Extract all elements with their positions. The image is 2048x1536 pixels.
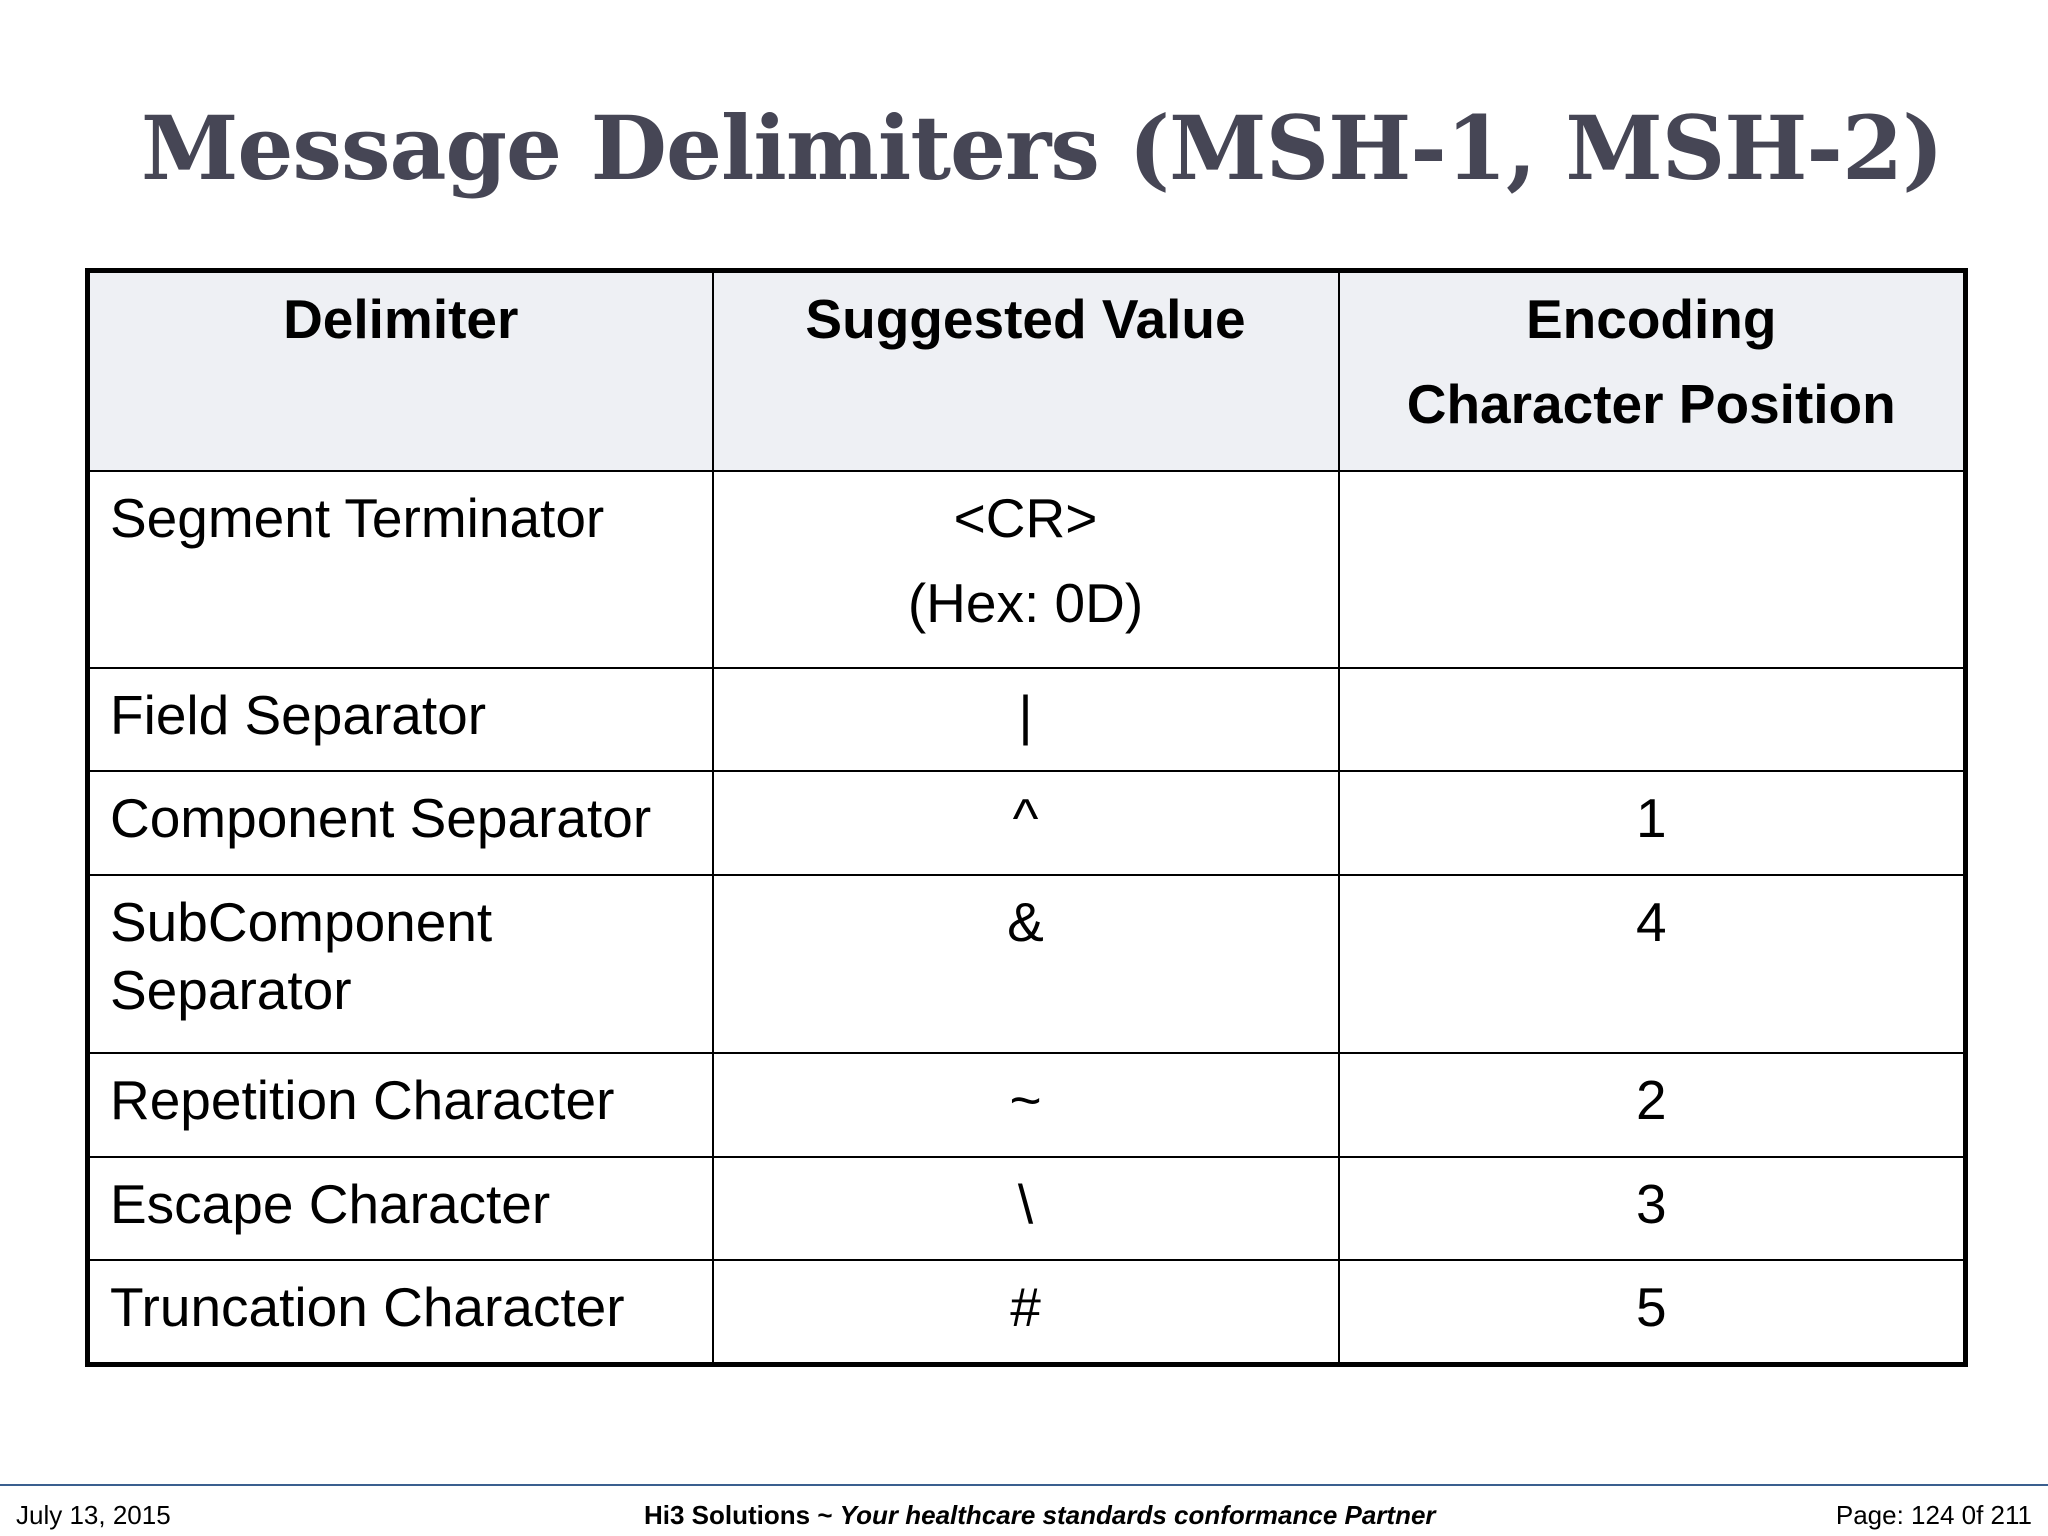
cell-line: 4: [1635, 890, 1667, 953]
table-cell: Segment Terminator: [86, 469, 714, 669]
cell-line: |: [1018, 683, 1033, 746]
company: Hi3 Solutions ~: [644, 1500, 833, 1530]
table-cell: |: [711, 666, 1340, 772]
table-cell: [1337, 469, 1967, 669]
column-header: Suggested Value: [711, 269, 1340, 472]
table-cell: \: [711, 1155, 1340, 1261]
table-row: Escape Character \ 3: [86, 1155, 1967, 1261]
table-cell: Truncation Character: [86, 1258, 714, 1366]
cell-line: Segment Terminator: [110, 486, 605, 549]
cell-line: 5: [1635, 1275, 1667, 1338]
table-row: Segment Terminator <CR> (Hex: 0D): [86, 469, 1967, 669]
cell-line: ~: [1009, 1068, 1042, 1131]
cell-line: Delimiter: [283, 288, 519, 350]
table-cell: [1337, 666, 1967, 772]
cell-line: Field Separator: [110, 683, 487, 746]
table-cell: 2: [1337, 1051, 1967, 1158]
cell-line: 3: [1635, 1172, 1667, 1235]
column-header: Encoding Character Position: [1337, 269, 1967, 472]
header-row: Delimiter Suggested Value Encoding Characte…: [86, 269, 1967, 472]
table-row: Repetition Character ~2: [86, 1051, 1967, 1158]
table-cell: #: [711, 1258, 1340, 1366]
footer-rule: [0, 1484, 2048, 1486]
cell-line: Truncation Character: [110, 1275, 625, 1338]
table-cell: ^: [711, 769, 1340, 876]
cell-line: <CR>: [953, 486, 1098, 549]
table-row: Field Separator |: [86, 666, 1967, 772]
cell-line: Suggested Value: [805, 288, 1246, 350]
table-cell: ~: [711, 1051, 1340, 1158]
table-cell: Repetition Character: [86, 1051, 714, 1158]
table-cell: Component Separator: [86, 769, 714, 876]
cell-line: Separator: [110, 958, 352, 1021]
table-row: SubComponent Separator & 4: [86, 873, 1967, 1054]
table-cell: Escape Character: [86, 1155, 714, 1261]
column-header: Delimiter: [86, 269, 714, 472]
delimiter-table: Delimiter Suggested Value Encoding Characte…: [85, 268, 1968, 1367]
table-cell: 1: [1337, 769, 1967, 876]
cell-line: (Hex: 0D): [907, 571, 1144, 634]
footer-page: Page: 124 0f 211: [1835, 1500, 2032, 1530]
footer-company: Hi3 Solutions ~ Your healthcare standard…: [644, 1500, 1436, 1531]
slide-title: Message Delimiters (MSH-1, MSH-2): [141, 96, 1944, 200]
table-cell: 3: [1337, 1155, 1967, 1261]
table-cell: Field Separator: [86, 666, 714, 772]
cell-line: Encoding: [1525, 288, 1777, 350]
table-cell: &: [711, 873, 1340, 1054]
table-cell: 4: [1337, 873, 1967, 1054]
table-cell: SubComponent Separator: [86, 873, 714, 1054]
cell-line: \: [1017, 1172, 1034, 1235]
table-cell: <CR> (Hex: 0D): [711, 469, 1340, 669]
table-row: Component Separator ^ 1: [86, 769, 1967, 876]
cell-line: 1: [1635, 786, 1667, 849]
cell-line: Component Separator: [110, 786, 652, 849]
cell-line: SubComponent: [110, 890, 493, 953]
cell-line: Repetition Character: [110, 1068, 615, 1131]
cell-line: ^: [1012, 786, 1039, 849]
table-row: Truncation Character #5: [86, 1258, 1967, 1366]
tagline: Your healthcare standards conformance Pa…: [839, 1500, 1436, 1530]
footer-date: July 13, 2015: [16, 1500, 171, 1530]
cell-line: #: [1010, 1275, 1041, 1338]
cell-line: Escape Character: [110, 1172, 551, 1235]
cell-line: Character Position: [1406, 373, 1896, 435]
cell-line: &: [1007, 890, 1044, 953]
cell-line: 2: [1635, 1068, 1667, 1131]
table-cell: 5: [1337, 1258, 1967, 1366]
